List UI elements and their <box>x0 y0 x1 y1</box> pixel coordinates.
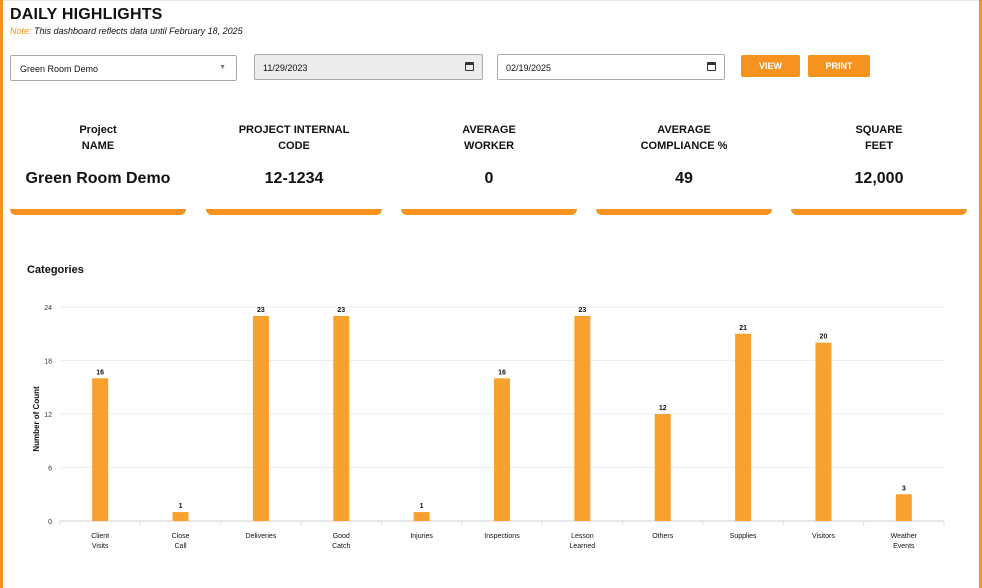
end-date-value: 02/19/2025 <box>506 63 552 73</box>
chart-bar <box>252 315 269 521</box>
chart-bar <box>654 414 671 521</box>
stat-label: Project NAME <box>10 122 186 162</box>
x-tick-label: Events <box>893 543 915 550</box>
note-label: Note: <box>10 26 32 36</box>
x-tick-label: Deliveries <box>246 533 277 540</box>
stat-label-line1: SQUARE <box>855 124 903 136</box>
y-tick-label: 12 <box>44 412 52 419</box>
bar-data-label: 12 <box>659 405 667 412</box>
start-date-input[interactable]: 11/29/2023 <box>254 54 483 80</box>
bar-data-label: 21 <box>739 325 747 332</box>
project-select[interactable]: Green Room Demo ▼ <box>10 55 237 81</box>
stat-label-line2: FEET <box>864 140 894 152</box>
x-tick-label: Close <box>172 533 190 540</box>
bar-data-label: 23 <box>337 307 345 314</box>
y-tick-label: 0 <box>48 519 52 526</box>
stat-accent-bar <box>10 209 186 215</box>
x-tick-label: Call <box>175 543 188 550</box>
left-accent-border <box>0 0 3 588</box>
calendar-icon[interactable] <box>465 62 474 71</box>
stat-label: PROJECT INTERNAL CODE <box>206 122 382 162</box>
chart-bar <box>172 512 189 521</box>
stat-label: AVERAGE COMPLIANCE % <box>596 122 772 162</box>
stat-value: 12,000 <box>854 170 904 187</box>
bar-data-label: 16 <box>96 369 104 376</box>
stat-label: AVERAGE WORKER <box>401 122 577 162</box>
stat-accent-bar <box>791 209 967 215</box>
stat-square-feet: SQUARE FEET 12,000 <box>791 122 967 188</box>
bar-data-label: 1 <box>179 503 183 510</box>
stat-label: SQUARE FEET <box>791 122 967 162</box>
chart-bar <box>333 315 350 521</box>
stat-value: 0 <box>484 170 494 187</box>
x-tick-label: Good <box>333 533 350 540</box>
stat-label-line1: Project <box>79 124 117 136</box>
stat-value: Green Room Demo <box>25 170 171 187</box>
calendar-icon[interactable] <box>707 62 716 71</box>
right-accent-border <box>979 0 982 588</box>
x-tick-label: Supplies <box>730 533 757 540</box>
stat-accent-bar <box>206 209 382 215</box>
bar-data-label: 3 <box>902 485 906 492</box>
view-button[interactable]: VIEW <box>741 55 800 77</box>
note-text: This dashboard reflects data until Febru… <box>34 26 243 36</box>
top-border <box>0 0 982 1</box>
categories-bar-chart: 0 6 12 18 24 Number of Count 16 Client Visits 1 Cl… <box>32 305 945 550</box>
stat-label-line2: CODE <box>278 140 310 152</box>
stat-average-compliance: AVERAGE COMPLIANCE % 49 <box>596 122 772 188</box>
categories-title: Categories <box>27 264 84 276</box>
x-tick-label: Inspections <box>484 533 520 540</box>
y-axis-label: Number of Count <box>32 386 41 452</box>
x-tick-label: Learned <box>570 543 596 550</box>
stat-accent-bar <box>596 209 772 215</box>
stat-label-line2: COMPLIANCE % <box>640 140 728 152</box>
x-tick-label: Weather <box>891 533 918 540</box>
x-tick-label: Lesson <box>571 533 594 540</box>
print-button[interactable]: PRINT <box>808 55 870 77</box>
project-select-value: Green Room Demo <box>20 64 99 74</box>
start-date-value: 11/29/2023 <box>263 63 308 73</box>
end-date-input[interactable]: 02/19/2025 <box>497 54 725 80</box>
stat-average-worker: AVERAGE WORKER 0 <box>401 122 577 188</box>
chart-bar <box>494 378 510 521</box>
chart-bar <box>815 342 832 521</box>
x-tick-label: Client <box>91 533 109 540</box>
chart-bar <box>92 378 109 521</box>
chart-bar <box>574 315 591 521</box>
bar-data-label: 20 <box>820 334 828 341</box>
stat-label-line1: AVERAGE <box>657 124 711 136</box>
stat-internal-code: PROJECT INTERNAL CODE 12-1234 <box>206 122 382 188</box>
x-tick-label: Catch <box>332 543 350 550</box>
stat-project-name: Project NAME Green Room Demo <box>10 122 186 188</box>
data-note: Note: This dashboard reflects data until… <box>10 26 243 36</box>
y-tick-label: 24 <box>44 305 52 312</box>
chart-bar <box>735 333 752 521</box>
stat-value: 12-1234 <box>264 170 324 187</box>
y-tick-label: 18 <box>44 359 52 366</box>
x-tick-label: Visitors <box>812 533 835 540</box>
bar-data-label: 23 <box>257 307 265 314</box>
stat-value: 49 <box>675 170 693 187</box>
bar-data-label: 16 <box>498 369 506 376</box>
stat-accent-bar <box>401 209 577 215</box>
chevron-down-icon: ▼ <box>219 64 226 71</box>
stat-label-line1: AVERAGE <box>462 124 516 136</box>
stat-label-line2: WORKER <box>463 140 515 152</box>
stat-label-line2: NAME <box>81 140 115 152</box>
stat-label-line1: PROJECT INTERNAL <box>238 124 350 136</box>
page-title: DAILY HIGHLIGHTS <box>10 6 163 23</box>
chart-bar <box>413 512 430 521</box>
y-tick-label: 6 <box>48 466 52 473</box>
bar-data-label: 23 <box>578 307 586 314</box>
x-tick-label: Visits <box>92 543 109 550</box>
x-tick-label: Others <box>652 533 674 540</box>
chart-bar <box>895 494 912 521</box>
x-tick-label: Injuries <box>410 533 433 540</box>
bar-data-label: 1 <box>420 503 424 510</box>
